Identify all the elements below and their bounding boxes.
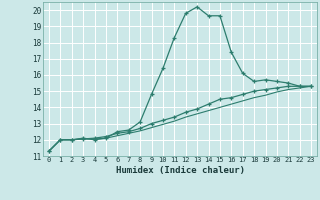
X-axis label: Humidex (Indice chaleur): Humidex (Indice chaleur)	[116, 166, 244, 175]
